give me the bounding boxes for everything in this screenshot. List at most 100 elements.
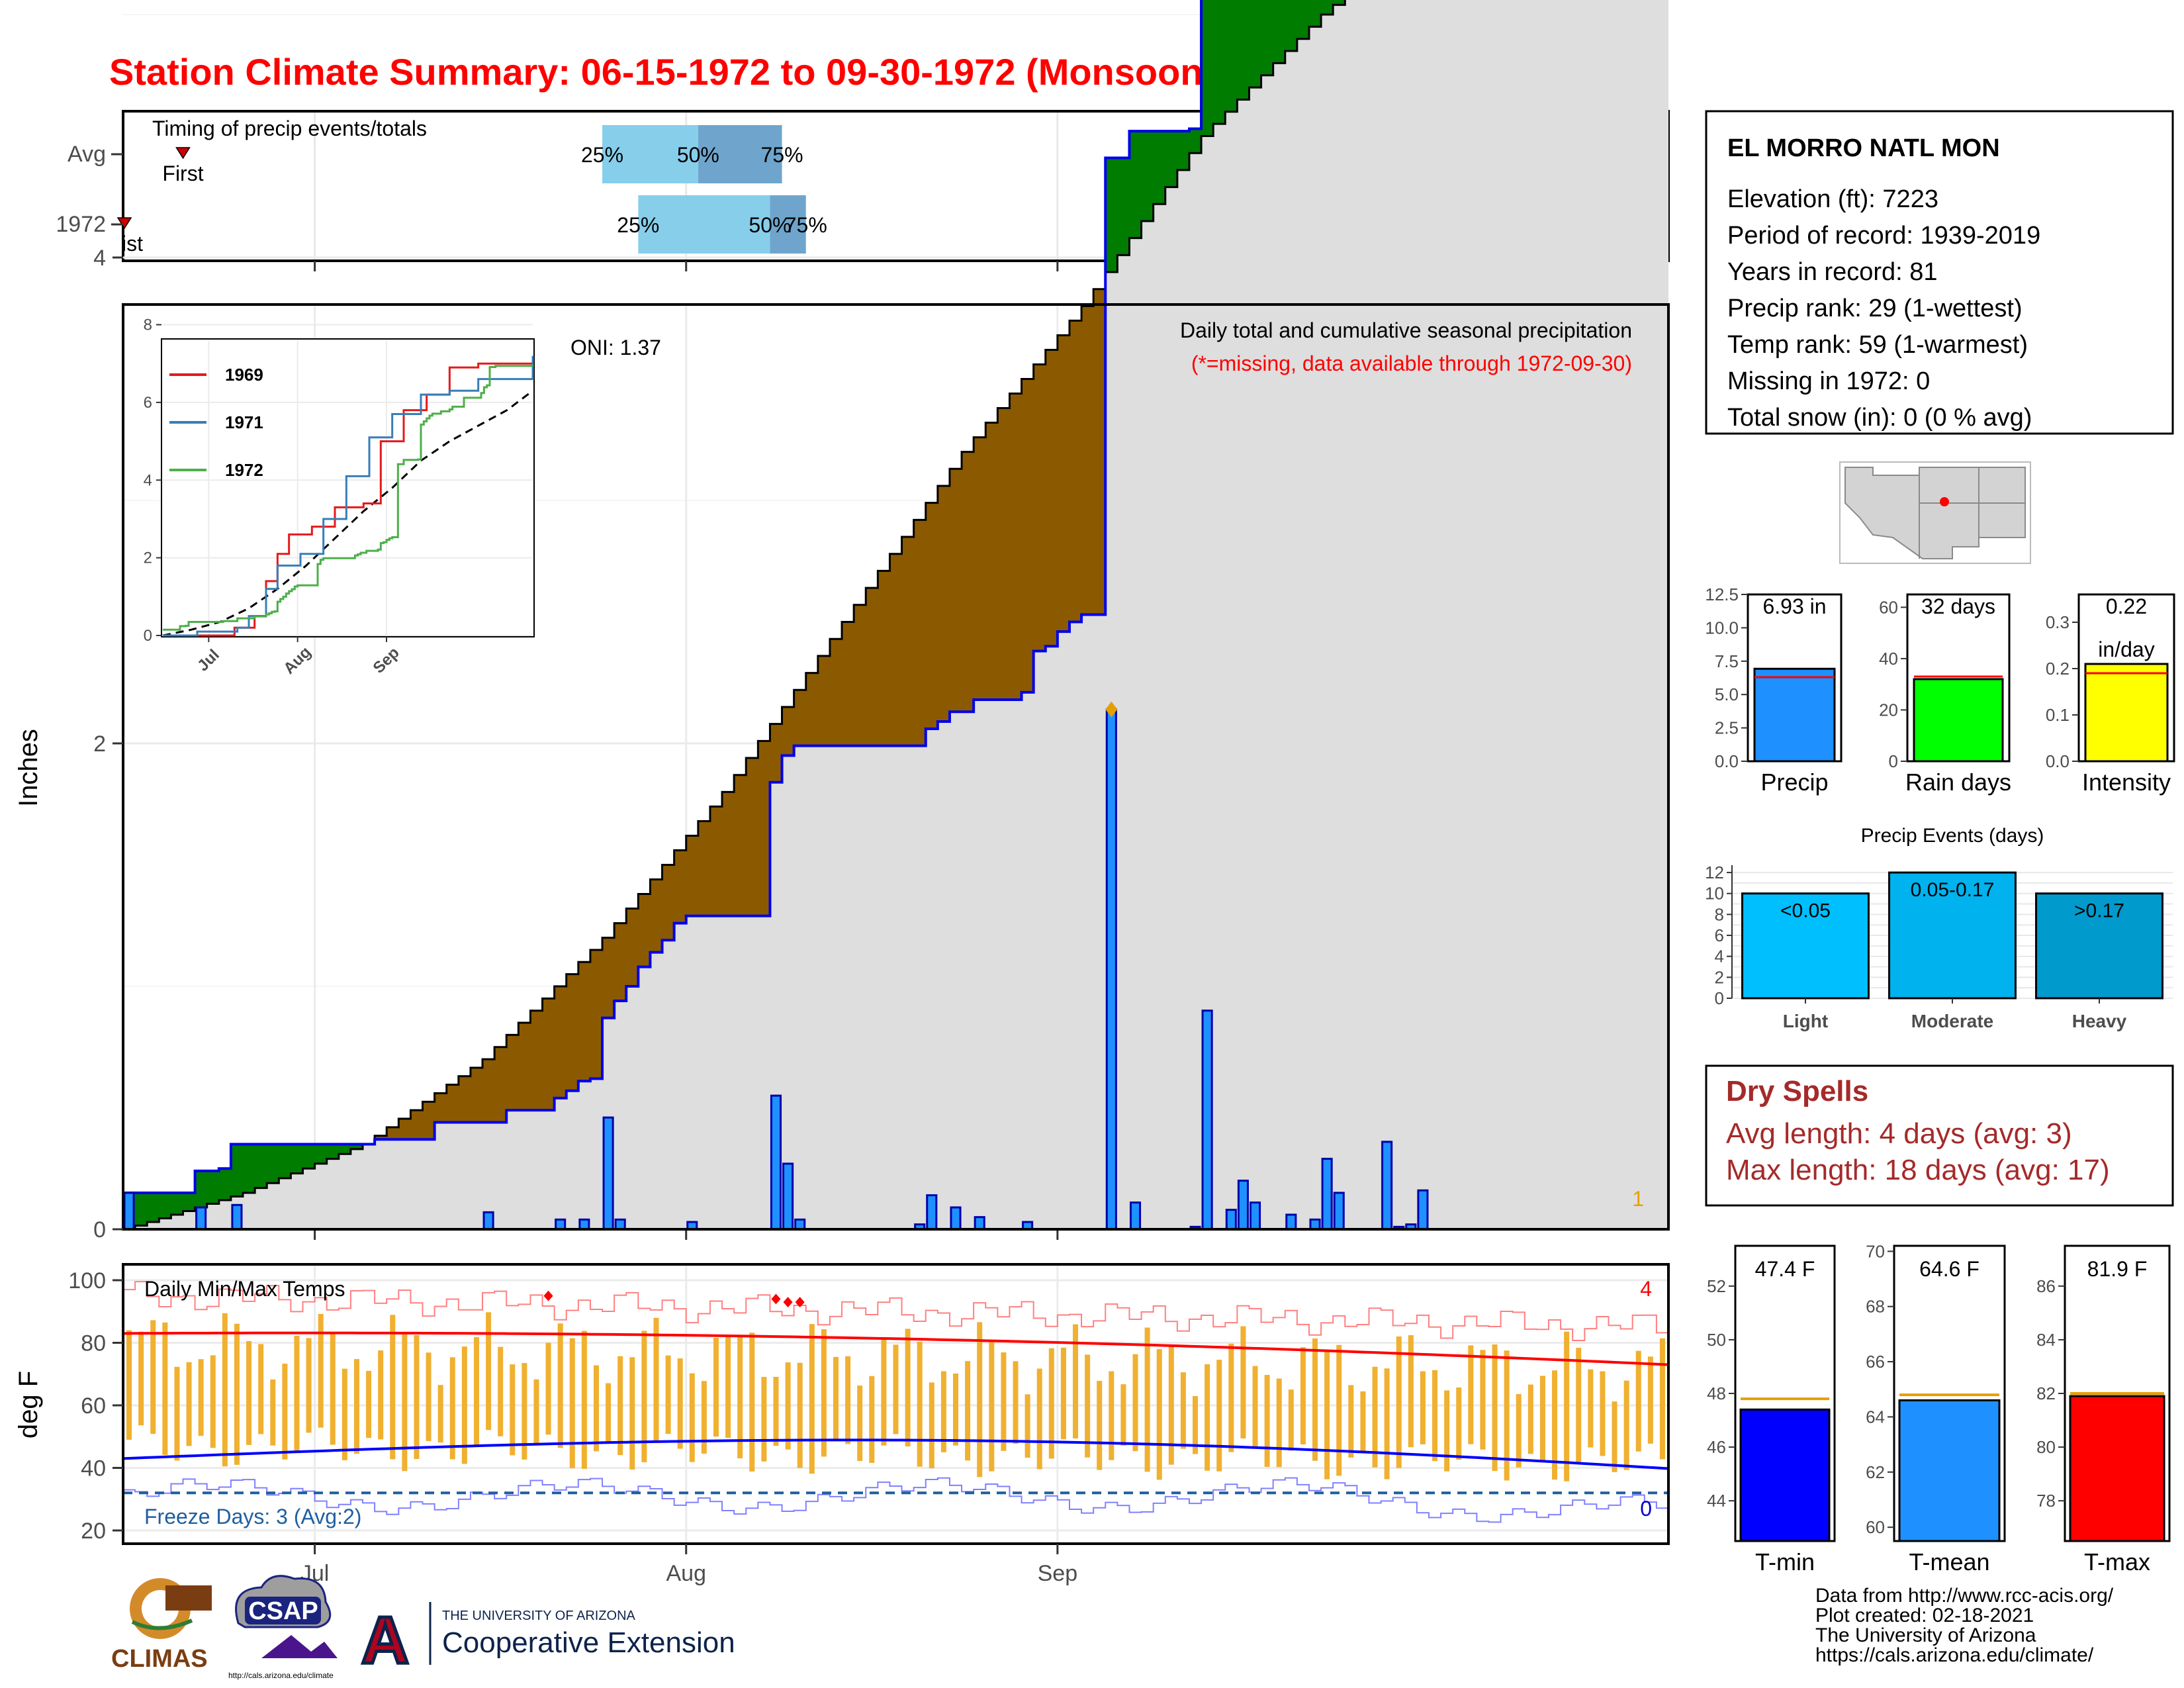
daily-temp-bar <box>1420 1371 1426 1444</box>
mini-value-bar <box>2084 663 2169 763</box>
daily-temp-bar <box>1468 1345 1474 1444</box>
daily-temp-bar <box>917 1341 923 1467</box>
below-average-area <box>446 1084 459 1123</box>
daily-temp-bar <box>1564 1331 1570 1481</box>
station-line-5: Missing in 1972: 0 <box>1727 367 1930 395</box>
daily-precip-bar <box>950 1206 962 1231</box>
daily-temp-bar <box>1635 1350 1641 1452</box>
daily-temp-bar <box>557 1323 563 1448</box>
below-average-area <box>650 879 663 953</box>
above-average-area <box>1189 128 1202 154</box>
mini-y-tick-label: 5.0 <box>1715 684 1739 704</box>
below-average-area <box>398 1119 412 1140</box>
climas-logo: CLIMAS <box>111 1578 212 1673</box>
daily-precip-bar <box>1333 1192 1345 1231</box>
temp-box-y-tick-label: 64 <box>1866 1407 1885 1427</box>
below-average-area <box>387 1127 399 1140</box>
above-average-area <box>147 1192 159 1222</box>
below-average-area <box>709 806 723 916</box>
below-average-area <box>1069 320 1082 622</box>
daily-temp-bar <box>270 1379 276 1446</box>
above-average-area <box>1249 0 1262 88</box>
above-average-area <box>1213 0 1226 124</box>
mini-chart-intensity: 0.0 0.1 0.2 0.3 0.22 in/day Intensity <box>2046 593 2175 796</box>
csap-url: http://cals.arizona.edu/climate <box>228 1671 334 1680</box>
daily-temp-bar <box>725 1335 731 1438</box>
daily-temp-bar <box>282 1364 288 1460</box>
below-average-area <box>638 894 651 967</box>
corner-count: 1 <box>1632 1187 1644 1211</box>
daily-precip-bar <box>782 1162 794 1231</box>
daily-temp-bar <box>1504 1350 1510 1481</box>
daily-precip-bar <box>1417 1189 1429 1231</box>
daily-precip-bar <box>602 1116 614 1231</box>
daily-temp-bar <box>222 1313 228 1467</box>
avg-cumulative-line <box>123 0 1346 1231</box>
dry-spells-max: Max length: 18 days (avg: 17) <box>1726 1154 2110 1186</box>
daily-temp-bar <box>1539 1376 1545 1462</box>
record-max-line <box>123 1281 1669 1341</box>
temp-box-y-tick-label: 60 <box>1866 1517 1885 1537</box>
record-high-marker <box>783 1297 793 1308</box>
daily-temp-bar <box>1036 1368 1042 1470</box>
above-average-area <box>1177 131 1190 170</box>
footer-line-2: The University of Arizona <box>1815 1624 2036 1646</box>
daily-temp-bar <box>390 1315 396 1460</box>
below-average-area <box>949 469 962 712</box>
daily-precip-bar <box>578 1218 590 1231</box>
daily-precip-bar <box>1129 1201 1142 1231</box>
station-line-6: Total snow (in): 0 (0 % avg) <box>1727 404 2032 432</box>
daily-temp-bar <box>1300 1347 1306 1444</box>
daily-temp-bar <box>821 1329 827 1457</box>
daily-precip-bar <box>1225 1209 1237 1231</box>
below-average-area <box>866 588 878 746</box>
csap-logo-text: CSAP <box>248 1597 318 1625</box>
quartile-bar-50-75 <box>770 195 806 254</box>
temp-box-t-max: 78 80 82 84 86 81.9 F T-max <box>2036 1244 2171 1575</box>
inset-series-1971 <box>163 355 534 637</box>
mini-value-bar <box>1913 678 2004 763</box>
temp-y-tick-label: 20 <box>81 1519 106 1544</box>
below-average-area <box>626 908 639 986</box>
below-average-area <box>674 850 687 923</box>
above-average-area <box>291 1144 304 1174</box>
daily-temp-bar <box>1205 1364 1210 1471</box>
daily-temp-bar <box>1576 1348 1582 1462</box>
events-y-tick-label: 4 <box>1715 947 1724 966</box>
daily-temp-bar <box>749 1333 755 1472</box>
footer-credits: Data from http://www.rcc-acis.org/ Plot … <box>1815 1585 2114 1666</box>
daily-temp-bar <box>569 1338 575 1468</box>
temp-box-t-mean: 60 62 64 66 68 70 64.6 F T-mean <box>1866 1241 2006 1575</box>
mini-y-tick-label: 12.5 <box>1705 585 1739 604</box>
inset-legend-label: 1971 <box>225 412 263 432</box>
temp-box-y-tick-label: 86 <box>2036 1276 2056 1296</box>
daily-temp-bar <box>1228 1343 1234 1452</box>
inset-legend-label: 1972 <box>225 460 263 480</box>
below-average-area <box>686 835 699 916</box>
daily-temp-bar <box>234 1323 240 1465</box>
temp-box-t-min: 44 46 48 50 52 47.4 F T-min <box>1707 1244 1836 1575</box>
daily-temp-bar <box>1144 1327 1150 1472</box>
events-bar-light <box>1741 892 1870 1000</box>
above-average-area <box>218 1168 232 1200</box>
station-name: EL MORRO NATL MON <box>1727 134 2000 162</box>
daily-temp-bar <box>414 1335 420 1460</box>
mini-chart-precip: 0.0 2.5 5.0 7.5 10.0 12.5 6.93 in Precip <box>1705 585 1843 796</box>
daily-temp-bar <box>905 1329 911 1447</box>
footer-line-1: Plot created: 02-18-2021 <box>1815 1605 2034 1626</box>
daily-temp-bar <box>498 1346 504 1436</box>
daily-precip-bar <box>195 1206 207 1231</box>
above-average-area <box>1333 0 1345 5</box>
daily-temp-bar <box>1240 1326 1246 1438</box>
below-average-area <box>518 1023 531 1111</box>
daily-temp-bar <box>1384 1368 1390 1479</box>
mini-y-tick-label: 10.0 <box>1705 618 1739 637</box>
record-high-marker <box>795 1297 805 1308</box>
below-average-area <box>410 1110 424 1140</box>
daily-temp-bar <box>641 1331 647 1462</box>
max-daily-marker <box>1105 701 1118 718</box>
daily-temp-bar <box>1048 1348 1054 1459</box>
temp-box-category-label: T-mean <box>1909 1548 1989 1575</box>
station-location-marker <box>1940 497 1949 506</box>
